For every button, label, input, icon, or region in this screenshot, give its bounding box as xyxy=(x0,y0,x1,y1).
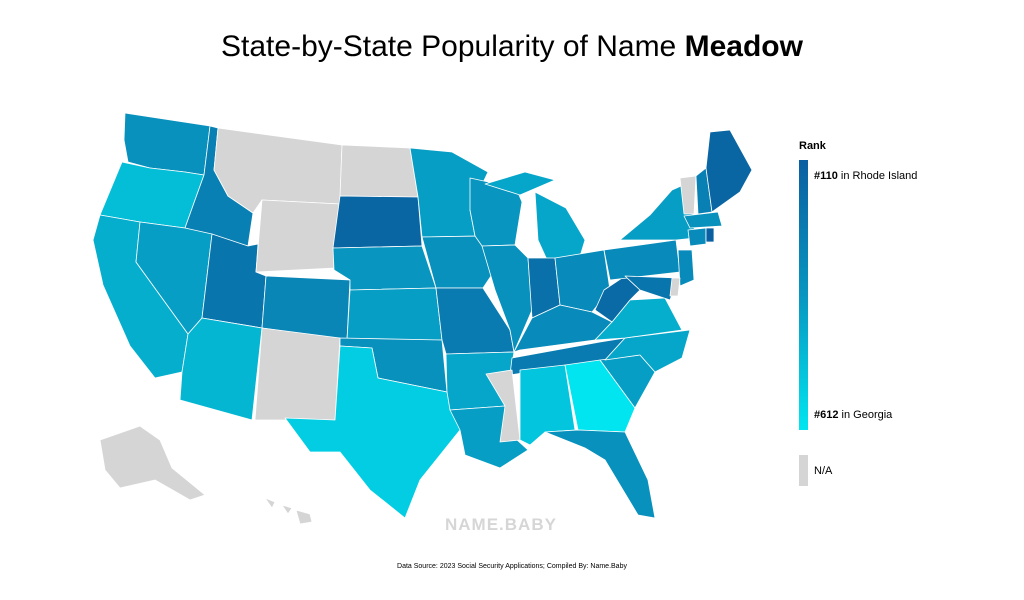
state-ak xyxy=(99,425,206,501)
legend-low-rank: #612 xyxy=(814,409,839,421)
watermark-logo: NAME.BABY xyxy=(445,515,557,534)
state-ma xyxy=(683,211,723,229)
state-nm xyxy=(254,327,341,421)
page-title: State-by-State Popularity of Name Meadow xyxy=(0,30,1024,64)
state-hi xyxy=(264,497,313,525)
state-az xyxy=(179,317,263,421)
state-sd xyxy=(332,195,423,249)
title-prefix: State-by-State Popularity of Name xyxy=(221,30,685,63)
state-il xyxy=(481,244,533,353)
state-nd xyxy=(339,144,419,198)
state-md xyxy=(624,275,679,301)
legend-na-label: N/A xyxy=(814,465,833,477)
legend-low-label: #612 in Georgia xyxy=(814,409,892,421)
legend-title: Rank xyxy=(799,140,826,152)
state-ut xyxy=(201,233,267,329)
legend-high-text: in Rhode Island xyxy=(837,170,918,182)
state-nj xyxy=(677,249,695,287)
state-ct xyxy=(687,227,707,247)
legend-color-bar xyxy=(799,160,808,430)
state-ky xyxy=(513,304,613,353)
state-fl xyxy=(544,429,656,519)
state-vt xyxy=(679,175,697,215)
legend-high-label: #110 in Rhode Island xyxy=(814,170,917,182)
legend-low-text: in Georgia xyxy=(838,409,893,421)
title-name: Meadow xyxy=(684,30,803,63)
state-tx xyxy=(284,345,461,519)
state-pa xyxy=(603,239,681,281)
data-source: Data Source: 2023 Social Security Applic… xyxy=(397,563,627,570)
state-wy xyxy=(255,199,341,273)
state-me xyxy=(705,129,753,213)
state-de xyxy=(669,277,681,297)
state-ms xyxy=(485,369,521,443)
state-ks xyxy=(346,287,443,341)
state-ga xyxy=(564,359,636,433)
state-ri xyxy=(705,227,715,243)
legend-high-rank: #110 xyxy=(814,170,838,182)
legend-na-swatch xyxy=(799,455,808,486)
